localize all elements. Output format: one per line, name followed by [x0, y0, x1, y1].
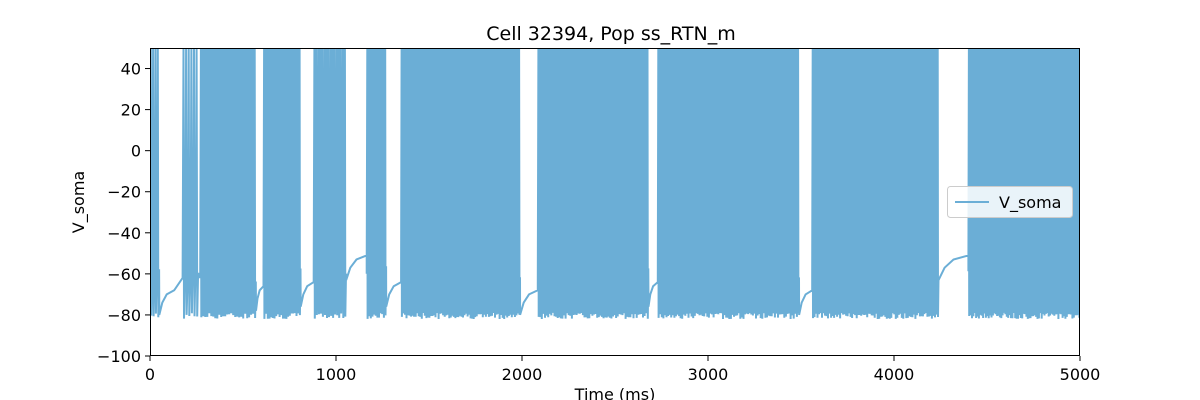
y-tick-label: −60 [107, 265, 141, 284]
x-tick-label: 1000 [316, 365, 357, 384]
y-tick-label: −80 [107, 306, 141, 325]
y-tick-label: −20 [107, 183, 141, 202]
y-tick-label: −100 [97, 347, 141, 366]
x-tick-label: 3000 [688, 365, 729, 384]
x-axis-ticks: 0 1000 2000 3000 4000 5000 [145, 356, 1100, 384]
y-tick-label: 0 [131, 142, 141, 161]
legend-box [947, 186, 1073, 218]
x-axis-label: Time (ms) [574, 385, 656, 400]
series-line-v-soma [150, 48, 1080, 320]
x-tick-label: 2000 [502, 365, 543, 384]
y-axis-label: V_soma [69, 171, 89, 233]
chart-title: Cell 32394, Pop ss_RTN_m [486, 23, 736, 45]
plot-area [150, 48, 1080, 320]
y-tick-label: 20 [121, 101, 141, 120]
legend-label-v-soma: V_soma [999, 193, 1061, 213]
legend: V_soma [947, 186, 1073, 218]
x-tick-label: 5000 [1060, 365, 1101, 384]
x-tick-label: 0 [145, 365, 155, 384]
y-tick-label: 40 [121, 60, 141, 79]
x-tick-label: 4000 [874, 365, 915, 384]
y-axis-ticks: −100 −80 −60 −40 −20 0 20 40 [97, 60, 150, 366]
plot-frame [150, 48, 1080, 356]
y-tick-label: −40 [107, 224, 141, 243]
